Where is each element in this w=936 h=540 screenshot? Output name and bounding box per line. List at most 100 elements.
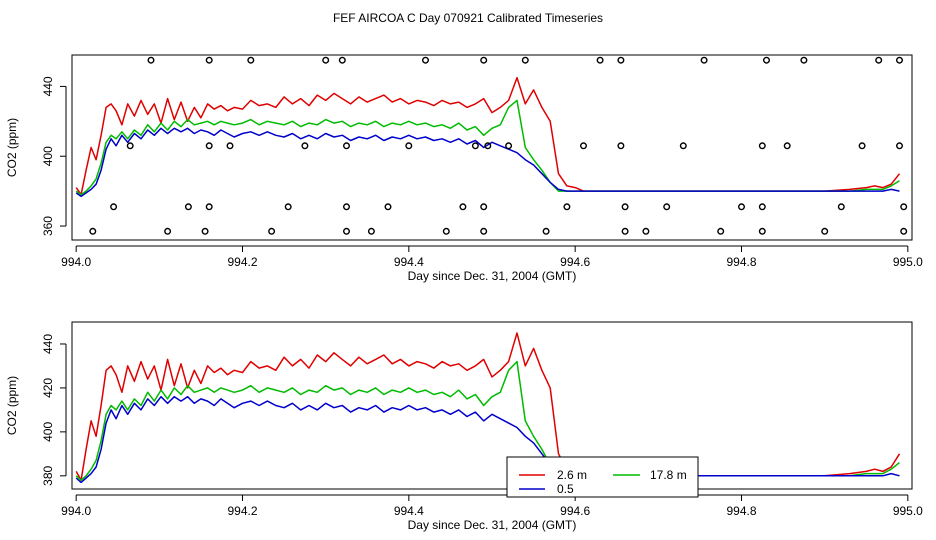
marker-point — [800, 56, 808, 64]
x-tick-label: 995.0 — [893, 504, 923, 518]
marker-points — [89, 56, 908, 235]
series-line-blue — [75, 395, 900, 484]
y-axis: 360 400 440 CO2 (ppm) — [5, 76, 67, 236]
marker-point — [405, 142, 413, 150]
marker-point — [338, 56, 346, 64]
marker-point — [201, 227, 209, 235]
marker-point — [205, 142, 213, 150]
y-tick-label: 380 — [41, 465, 55, 485]
y-axis-label: CO2 (ppm) — [5, 118, 19, 177]
legend: 2.6 m 17.8 m 0.5 — [506, 456, 699, 498]
x-tick-label: 994.2 — [227, 255, 257, 269]
legend-label: 0.5 — [557, 482, 574, 496]
marker-point — [580, 142, 588, 150]
marker-point — [480, 56, 488, 64]
marker-point — [596, 56, 604, 64]
x-tick-label: 994.0 — [61, 504, 91, 518]
marker-point — [717, 227, 725, 235]
figure-title: FEF AIRCOA C Day 070921 Calibrated Times… — [333, 11, 603, 25]
marker-point — [900, 227, 908, 235]
marker-point — [442, 227, 450, 235]
marker-point — [758, 227, 766, 235]
marker-point — [343, 203, 351, 211]
x-tick-label: 994.0 — [61, 255, 91, 269]
marker-point — [821, 227, 829, 235]
marker-point — [758, 203, 766, 211]
marker-point — [617, 142, 625, 150]
marker-point — [521, 56, 529, 64]
marker-point — [621, 203, 629, 211]
marker-point — [896, 142, 904, 150]
marker-point — [89, 227, 97, 235]
plot-frame — [71, 54, 913, 241]
marker-point — [621, 227, 629, 235]
marker-point — [205, 203, 213, 211]
x-tick-label: 994.8 — [726, 504, 756, 518]
marker-point — [783, 142, 791, 150]
y-tick-label: 400 — [41, 422, 55, 442]
legend-label: 17.8 m — [650, 468, 687, 482]
marker-point — [247, 56, 255, 64]
x-axis-label: Day since Dec. 31, 2004 (GMT) — [408, 269, 577, 283]
marker-point — [343, 142, 351, 150]
marker-point — [422, 56, 430, 64]
marker-point — [268, 227, 276, 235]
marker-point — [126, 142, 134, 150]
y-axis: 380 400 420 440 CO2 (ppm) — [5, 334, 67, 486]
marker-point — [700, 56, 708, 64]
x-axis-label: Day since Dec. 31, 2004 (GMT) — [408, 518, 577, 532]
panel-1: 994.0 994.2 994.4 994.6 994.8 995.0 Day since … — [5, 54, 923, 283]
legend-label: 2.6 m — [557, 468, 587, 482]
marker-point — [284, 203, 292, 211]
marker-point — [322, 56, 330, 64]
marker-point — [367, 227, 375, 235]
marker-point — [858, 142, 866, 150]
marker-point — [663, 203, 671, 211]
x-tick-label: 994.2 — [227, 504, 257, 518]
panel-2: 994.0 994.2 994.4 994.6 994.8 995.0 Day since … — [5, 321, 923, 532]
marker-point — [480, 227, 488, 235]
marker-point — [875, 56, 883, 64]
marker-point — [679, 142, 687, 150]
marker-point — [837, 203, 845, 211]
x-axis: 994.0 994.2 994.4 994.6 994.8 995.0 Day since … — [61, 494, 923, 532]
marker-point — [164, 227, 172, 235]
marker-point — [459, 203, 467, 211]
marker-point — [480, 203, 488, 211]
marker-point — [184, 203, 192, 211]
marker-point — [147, 56, 155, 64]
y-tick-label: 440 — [41, 76, 55, 96]
x-tick-label: 994.8 — [726, 255, 756, 269]
marker-point — [205, 56, 213, 64]
series-line-red — [75, 76, 901, 196]
marker-point — [384, 203, 392, 211]
marker-point — [505, 142, 513, 150]
plot-frame — [71, 321, 913, 490]
marker-point — [617, 56, 625, 64]
x-tick-label: 995.0 — [893, 255, 923, 269]
x-tick-label: 994.6 — [560, 255, 590, 269]
series-line-red — [75, 332, 901, 481]
marker-point — [896, 56, 904, 64]
y-tick-label: 400 — [41, 146, 55, 166]
panels: 994.0 994.2 994.4 994.6 994.8 995.0 Day since … — [5, 54, 923, 532]
x-tick-label: 994.4 — [394, 255, 424, 269]
y-axis-label: CO2 (ppm) — [5, 376, 19, 435]
x-tick-label: 994.4 — [394, 504, 424, 518]
series-line-blue — [75, 127, 900, 198]
y-tick-label: 440 — [41, 334, 55, 354]
x-tick-label: 994.6 — [560, 504, 590, 518]
marker-point — [738, 203, 746, 211]
marker-point — [301, 142, 309, 150]
y-tick-label: 420 — [41, 378, 55, 398]
marker-point — [763, 56, 771, 64]
y-tick-label: 360 — [41, 216, 55, 236]
marker-point — [900, 203, 908, 211]
marker-point — [226, 142, 234, 150]
marker-point — [484, 142, 492, 150]
marker-point — [563, 203, 571, 211]
marker-point — [758, 142, 766, 150]
marker-point — [110, 203, 118, 211]
marker-point — [471, 142, 479, 150]
